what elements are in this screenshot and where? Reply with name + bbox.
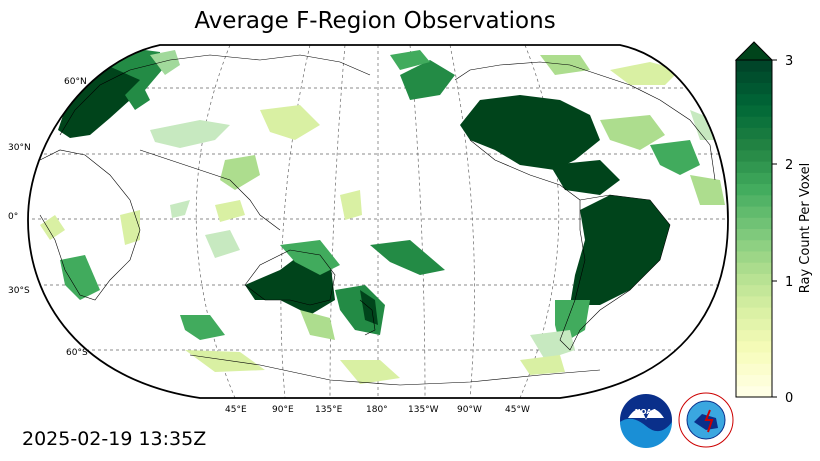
- colorbar-band: [736, 340, 772, 353]
- colorbar-band: [736, 385, 772, 398]
- colorbar-tick-label: 0: [785, 391, 793, 406]
- map-contents: [28, 45, 728, 398]
- colorbar-band: [736, 239, 772, 252]
- coastlines: [39, 54, 716, 386]
- colorbar-band: [736, 172, 772, 185]
- colorbar-band: [736, 138, 772, 151]
- lon-label: 45°E: [225, 405, 247, 415]
- colorbar-band: [736, 250, 772, 263]
- globe-outline: [27, 44, 729, 399]
- longitude-gridlines: [195, 45, 560, 398]
- colorbar-band: [736, 161, 772, 173]
- colorbar-band: [736, 307, 772, 319]
- colorbar-band: [736, 318, 772, 331]
- colorbar-tick-label: 1: [785, 275, 793, 290]
- colorbar-band: [736, 82, 772, 95]
- lat-label: 60°S: [66, 348, 88, 358]
- colorbar-band: [736, 352, 772, 364]
- colorbar-band: [736, 273, 772, 286]
- colorbar-band: [736, 329, 772, 342]
- colorbar-band: [736, 183, 772, 196]
- colorbar-band: [736, 127, 772, 140]
- lat-label: 30°S: [8, 286, 30, 296]
- colorbar-band: [736, 262, 772, 274]
- colorbar-band: [736, 116, 772, 128]
- colorbar-extend-triangle: [734, 41, 774, 61]
- colorbar-band: [736, 71, 772, 83]
- colorbar-ticks: [772, 59, 777, 398]
- colorbar-band: [736, 194, 772, 207]
- colorbar-band: [736, 228, 772, 241]
- colorbar-bands: [736, 60, 772, 398]
- colorbar-tick-label: 2: [785, 158, 793, 173]
- lon-label: 90°W: [457, 405, 482, 415]
- lat-label: 0°: [8, 212, 18, 222]
- colorbar-band: [736, 60, 772, 72]
- colorbar-band: [736, 284, 772, 297]
- timestamp: 2025-02-19 13:35Z: [22, 428, 207, 450]
- colorbar-band: [736, 149, 772, 162]
- nws-logo: [678, 392, 734, 448]
- map-title: Average F-Region Observations: [194, 8, 556, 34]
- colorbar-band: [736, 93, 772, 106]
- lon-label: 135°W: [408, 405, 439, 415]
- colorbar-band: [736, 374, 772, 387]
- colorbar-label: Ray Count Per Voxel: [798, 163, 813, 293]
- colorbar-frame: [735, 59, 773, 398]
- colorbar-band: [736, 295, 772, 308]
- colorbar-band: [736, 104, 772, 117]
- colorbar-band: [736, 217, 772, 229]
- colorbar-band: [736, 206, 772, 218]
- colorbar-tick-label: 3: [785, 54, 793, 69]
- colorbar-band: [736, 363, 772, 376]
- noaa-logo: NOAA: [620, 394, 672, 448]
- lon-label: 135°E: [315, 405, 343, 415]
- lat-label: 30°N: [8, 143, 31, 153]
- lat-label: 60°N: [64, 77, 87, 87]
- agency-logos: NOAA: [618, 392, 738, 452]
- lon-label: 180°: [366, 405, 388, 415]
- noaa-logo-text: NOAA: [635, 408, 658, 416]
- lon-label: 90°E: [272, 405, 294, 415]
- lon-label: 45°W: [505, 405, 530, 415]
